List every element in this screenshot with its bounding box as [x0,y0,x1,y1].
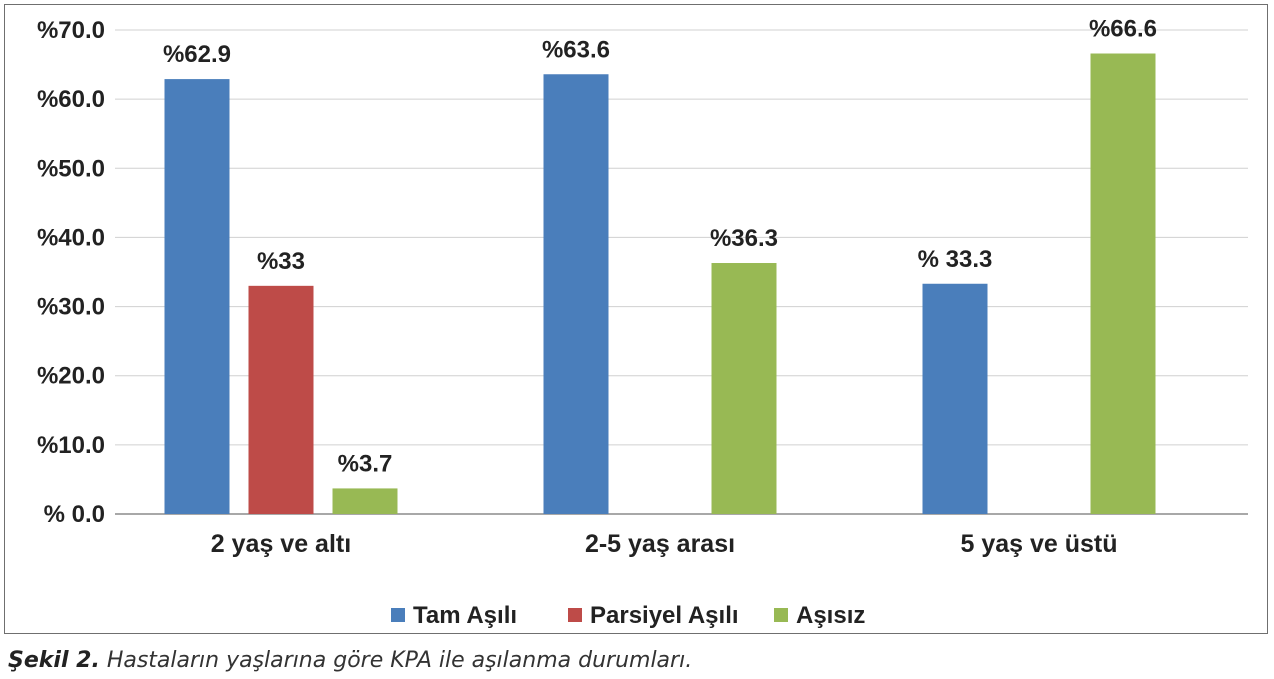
x-axis-categories: 2 yaş ve altı 2-5 yaş arası 5 yaş ve üstü [211,530,1118,558]
y-axis-ticks: % 0.0 %10.0 %20.0 %30.0 %40.0 %50.0 %60.0 %70.0 [37,17,105,528]
data-label: %33 [257,248,305,275]
figure-caption: Şekil 2. Hastaların yaşlarına göre KPA i… [8,648,692,673]
legend-label: Tam Aşılı [413,602,517,629]
bar [711,263,777,514]
x-category-label: 2 yaş ve altı [211,530,351,558]
bar [543,74,609,514]
legend-swatch [568,608,582,622]
legend: Tam Aşılı Parsiyel Aşılı Aşısız [391,602,865,629]
legend-swatch [391,608,405,622]
caption-text: Hastaların yaşlarına göre KPA ile aşılan… [106,648,693,673]
bars [164,53,1156,514]
caption-label: Şekil 2. [8,648,100,673]
y-tick-label: %70.0 [37,17,105,44]
legend-label: Parsiyel Aşılı [590,602,739,629]
legend-swatch [774,608,788,622]
y-tick-label: %20.0 [37,363,105,390]
legend-label: Aşısız [796,602,865,629]
x-category-label: 5 yaş ve üstü [960,530,1117,558]
bar [922,283,988,514]
data-label: %66.6 [1089,16,1157,43]
y-tick-label: %30.0 [37,294,105,321]
y-tick-label: %60.0 [37,86,105,113]
y-tick-label: %10.0 [37,432,105,459]
y-tick-label: %40.0 [37,224,105,251]
data-label: %62.9 [163,41,231,68]
y-tick-label: %50.0 [37,155,105,182]
x-category-label: 2-5 yaş arası [585,530,735,558]
bar [332,488,398,514]
data-label: %3.7 [338,450,393,477]
bar [1090,53,1156,514]
data-labels: %62.9 %63.6 % 33.3 %33 %3.7 %36.3 %66.6 [163,16,1157,478]
y-tick-label: % 0.0 [44,501,105,528]
bar-chart: % 0.0 %10.0 %20.0 %30.0 %40.0 %50.0 %60.0 %70.0… [37,16,1248,629]
bar [248,285,314,514]
chart-frame: % 0.0 %10.0 %20.0 %30.0 %40.0 %50.0 %60.0 %70.0… [4,4,1268,634]
data-label: % 33.3 [918,246,993,273]
data-label: %36.3 [710,225,778,252]
bar [164,79,230,514]
data-label: %63.6 [542,36,610,63]
